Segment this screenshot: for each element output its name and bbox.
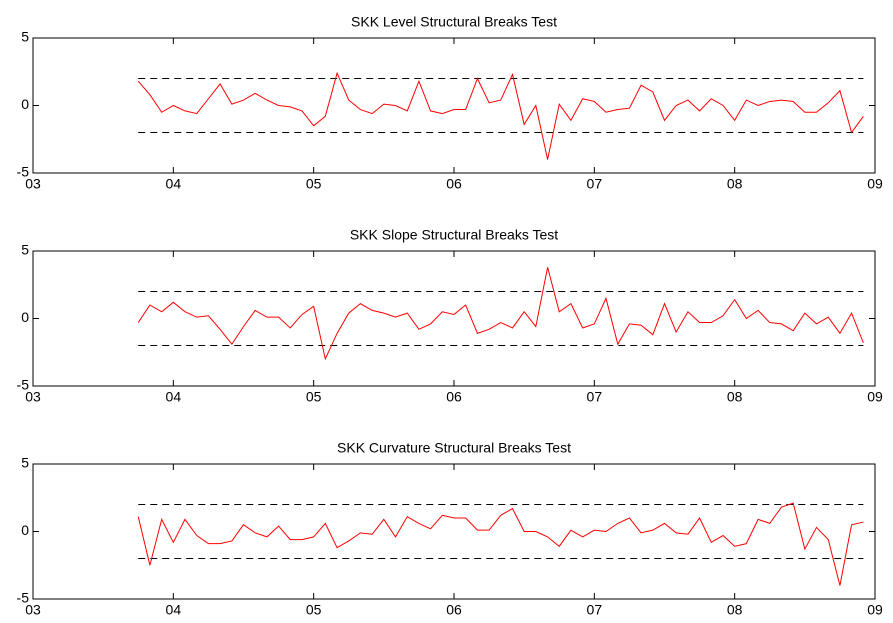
- y-tick-label: -5: [17, 590, 30, 606]
- x-tick-label: 06: [446, 176, 462, 192]
- x-tick-label: 08: [727, 176, 743, 192]
- chart-title: SKK Level Structural Breaks Test: [351, 14, 557, 30]
- x-tick-label: 08: [727, 602, 743, 618]
- y-tick-label: -5: [17, 164, 30, 180]
- x-tick-label: 04: [166, 389, 182, 405]
- x-tick-label: 07: [587, 176, 603, 192]
- axes-box: [32, 37, 876, 174]
- y-tick-label: 5: [21, 242, 29, 258]
- y-tick-label: 5: [21, 29, 29, 45]
- x-tick-label: 03: [25, 176, 41, 192]
- x-tick-label: 05: [306, 602, 322, 618]
- x-tick-label: 03: [25, 602, 41, 618]
- x-tick-label: 06: [446, 602, 462, 618]
- y-tick-label: -5: [17, 377, 30, 393]
- x-tick-label: 09: [867, 602, 883, 618]
- x-tick-label: 04: [166, 602, 182, 618]
- x-tick-label: 09: [867, 389, 883, 405]
- y-tick-label: 5: [21, 455, 29, 471]
- y-tick-label: 0: [21, 522, 29, 538]
- chart-title: SKK Curvature Structural Breaks Test: [337, 440, 571, 456]
- chart-title: SKK Slope Structural Breaks Test: [350, 227, 558, 243]
- y-tick-label: 0: [21, 309, 29, 325]
- x-tick-label: 07: [587, 389, 603, 405]
- x-tick-label: 09: [867, 176, 883, 192]
- x-tick-label: 06: [446, 389, 462, 405]
- data-line: [137, 502, 864, 586]
- axes-box: [32, 250, 876, 387]
- x-tick-label: 03: [25, 389, 41, 405]
- axes-box: [32, 463, 876, 600]
- data-line: [137, 267, 864, 361]
- x-tick-label: 07: [587, 602, 603, 618]
- x-tick-label: 04: [166, 176, 182, 192]
- x-tick-label: 08: [727, 389, 743, 405]
- x-tick-label: 05: [306, 389, 322, 405]
- data-line: [137, 71, 864, 160]
- x-tick-label: 05: [306, 176, 322, 192]
- y-tick-label: 0: [21, 96, 29, 112]
